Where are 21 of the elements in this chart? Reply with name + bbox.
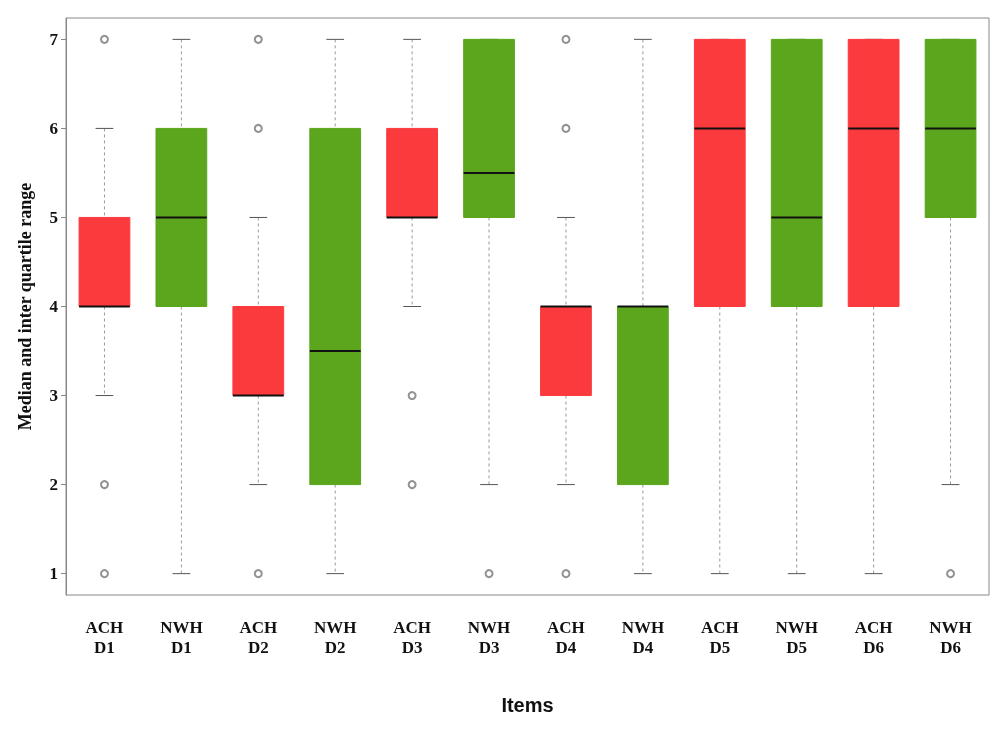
x-tick-label: ACH D1 bbox=[85, 617, 124, 657]
x-tick-label: ACH D5 bbox=[700, 617, 739, 657]
x-tick-label: NWH D5 bbox=[775, 617, 818, 657]
y-tick-label: 6 bbox=[49, 118, 58, 138]
x-tick-label: NWH D3 bbox=[467, 617, 511, 657]
x-tick-label: NWH D4 bbox=[621, 617, 665, 657]
y-axis-title: Median and inter quartile range bbox=[15, 182, 35, 431]
x-tick-label: ACH D3 bbox=[393, 617, 432, 657]
x-axis-title: Items bbox=[501, 694, 554, 716]
y-tick-label: 5 bbox=[49, 207, 58, 227]
x-tick-label: ACH D2 bbox=[239, 617, 278, 657]
x-tick-label: NWH D6 bbox=[929, 617, 972, 657]
y-tick-label: 3 bbox=[49, 386, 58, 406]
y-tick-label: 1 bbox=[49, 564, 58, 584]
y-tick-label: 7 bbox=[49, 29, 59, 49]
x-tick-label: NWH D2 bbox=[313, 617, 357, 657]
x-tick-label: ACH D4 bbox=[547, 617, 585, 657]
y-tick-label: 2 bbox=[49, 475, 58, 495]
x-tick-label: ACH D6 bbox=[854, 617, 893, 657]
x-tick-label: NWH D1 bbox=[160, 617, 203, 657]
y-tick-label: 4 bbox=[49, 297, 59, 316]
